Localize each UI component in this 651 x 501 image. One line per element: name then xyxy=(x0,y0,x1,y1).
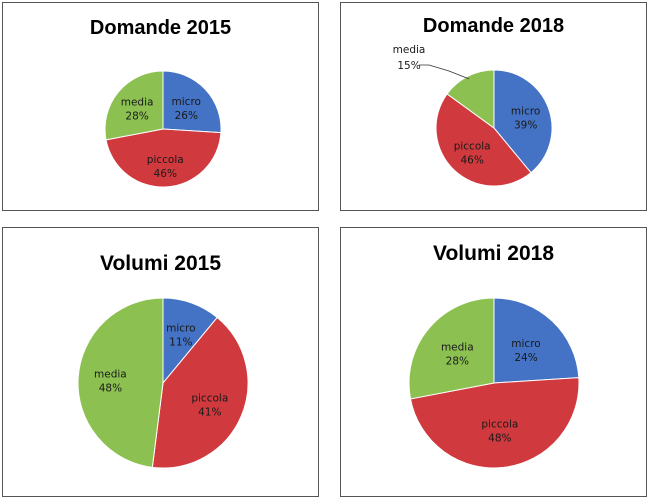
pie-chart-volumi-2018: micro 24% piccola 48% media 28% xyxy=(408,297,580,469)
label-leader-line xyxy=(419,64,470,80)
pie-slice-piccola xyxy=(435,93,532,187)
pie-slice-micro xyxy=(162,70,222,134)
slice-percent-label: 28% xyxy=(446,356,469,368)
slice-percent-label: 48% xyxy=(99,383,122,395)
slice-percent-label: 41% xyxy=(198,406,221,418)
slice-category-label: micro xyxy=(511,338,540,350)
pie-slice-media xyxy=(104,70,164,141)
pie-chart-domande-2018: micro 39% piccola 46% media 15% xyxy=(393,44,553,187)
slice-category-label: media xyxy=(94,369,127,381)
pie-slice-micro xyxy=(493,297,580,384)
slice-category-label: piccola xyxy=(191,392,228,404)
slice-category-label: piccola xyxy=(147,154,184,166)
slice-category-label: piccola xyxy=(454,140,491,152)
slice-category-label: media xyxy=(441,342,474,354)
slice-category-label: media xyxy=(121,97,154,109)
chart-panel-domande-2015: Domande 2015 micro 26% piccola 46% media 28% xyxy=(2,2,319,211)
pie-slice-piccola xyxy=(409,377,580,469)
pie-slice-piccola xyxy=(151,316,249,469)
slice-category-label: micro xyxy=(166,322,195,334)
slice-percent-label: 11% xyxy=(169,336,192,348)
pie-chart-volumi-2015: micro 11% piccola 41% media 48% xyxy=(77,297,249,469)
chart-title: Domande 2018 xyxy=(422,15,565,37)
pie-slice-media xyxy=(446,69,495,129)
chart-title: Volumi 2015 xyxy=(100,252,221,275)
chart-title: Volumi 2018 xyxy=(433,242,554,265)
chart-panel-volumi-2018: Volumi 2018 micro 24% piccola 48% media 28% xyxy=(340,227,647,497)
slice-percent-label: 15% xyxy=(397,60,420,72)
slice-percent-label: 46% xyxy=(154,168,177,180)
chart-panel-domande-2018: Domande 2018 micro 39% piccola 46% media 15% xyxy=(340,2,647,211)
pie-slice-piccola xyxy=(105,128,222,188)
pie-chart-domande-2015: micro 26% piccola 46% media 28% xyxy=(104,70,222,188)
slice-percent-label: 48% xyxy=(488,432,511,444)
slice-percent-label: 28% xyxy=(125,111,148,123)
slice-category-label: piccola xyxy=(481,418,518,430)
chart-panel-volumi-2015: Volumi 2015 micro 11% piccola 41% media 48% xyxy=(2,227,319,497)
slice-category-label: micro xyxy=(511,106,540,118)
pie-slice-media xyxy=(77,297,164,468)
pie-slice-media xyxy=(408,297,495,400)
slice-percent-label: 24% xyxy=(514,352,537,364)
slice-percent-label: 26% xyxy=(175,110,198,122)
pie-slice-micro xyxy=(493,69,553,174)
chart-title: Domande 2015 xyxy=(89,17,232,39)
slice-category-label: media xyxy=(393,44,426,56)
slice-percent-label: 46% xyxy=(460,154,483,166)
slice-percent-label: 39% xyxy=(514,120,537,132)
slice-category-label: micro xyxy=(172,96,201,108)
